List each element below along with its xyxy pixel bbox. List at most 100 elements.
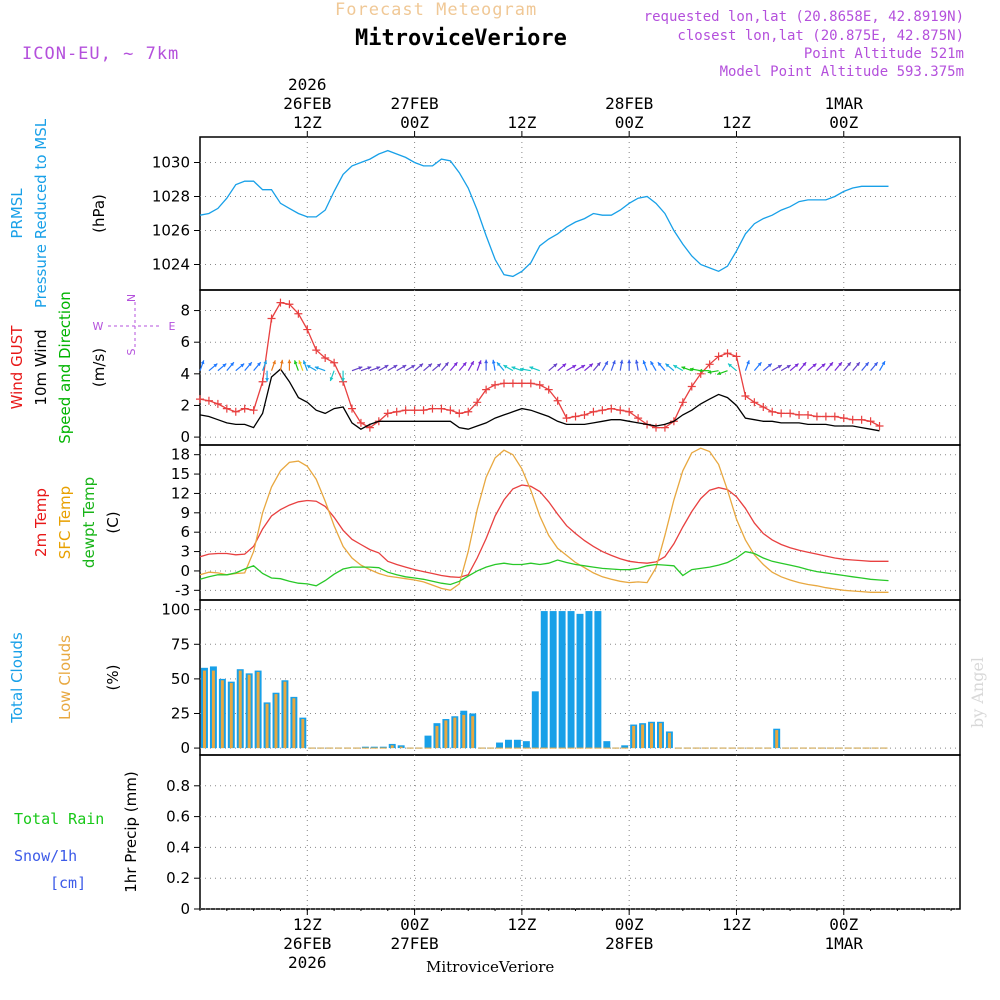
time-label-top: 12Z xyxy=(722,113,751,132)
y-tick-label: 0 xyxy=(180,428,190,446)
gust-marker xyxy=(652,423,660,432)
total-cloud-bar xyxy=(594,611,602,749)
wind-arrow-head xyxy=(717,371,722,376)
panel-clouds: 0 25 50 75 100 Total Clouds Low Clouds (%) xyxy=(8,599,961,757)
y-tick-label: 0 xyxy=(180,739,190,757)
gust-marker xyxy=(839,414,848,423)
wind-arrow-head xyxy=(588,363,593,368)
wind-arrow-head xyxy=(812,363,817,368)
wind-arrow-head xyxy=(519,367,524,372)
wind-arrow-head xyxy=(612,360,616,365)
low-cloud-bar xyxy=(775,730,779,749)
precip-axis-label: 1hr Precip (mm) xyxy=(122,771,140,892)
requested-coordinates: requested lon,lat (20.8658E, 42.8919N) xyxy=(643,9,964,25)
low-cloud-bar xyxy=(203,670,206,749)
wind-arrow-head xyxy=(470,361,474,366)
gust-marker xyxy=(258,377,267,386)
wind-arrow-head xyxy=(248,362,252,367)
gust-marker xyxy=(607,404,616,413)
wind-arrow-head xyxy=(314,366,319,370)
low-cloud-bar xyxy=(650,723,653,749)
y-tick-label: 75 xyxy=(171,635,190,653)
gust-marker xyxy=(741,391,750,400)
gust-marker xyxy=(875,422,884,431)
gust-marker xyxy=(768,407,777,416)
total-cloud-bar xyxy=(424,735,432,749)
low-cloud-bar xyxy=(667,732,671,749)
total-cloud-bar xyxy=(558,611,566,749)
time-label-top: 27FEB xyxy=(391,94,439,113)
wind-arrow-head xyxy=(881,361,886,366)
low-cloud-bar xyxy=(229,683,233,749)
time-label-bottom: 00Z xyxy=(829,915,858,934)
wind-arrow-head xyxy=(484,359,489,364)
wind-arrow-head xyxy=(428,363,432,368)
low-cloud-bar xyxy=(641,724,645,749)
gust-marker xyxy=(348,404,356,413)
wind-arrow-head xyxy=(673,365,678,369)
gust-marker xyxy=(723,349,732,358)
wind-arrow-head xyxy=(287,359,292,364)
compass-west: W xyxy=(93,320,104,333)
wind-arrow-head xyxy=(619,359,624,364)
time-label-bottom: 00Z xyxy=(615,915,644,934)
gust-marker xyxy=(517,379,526,388)
time-label-bottom: 12Z xyxy=(722,915,751,934)
gust-marker xyxy=(491,380,500,389)
gust-marker xyxy=(526,379,535,388)
wind-arrow-head xyxy=(767,363,772,368)
panel-precipitation: 0 0.2 0.4 0.6 0.8 Total Rain Snow/1h [cm] 1hr Pr… xyxy=(14,754,961,918)
compass-east: E xyxy=(169,320,176,333)
gust-marker xyxy=(508,379,517,388)
total-cloud-bar xyxy=(549,611,557,749)
wind-arrow-head xyxy=(444,362,449,367)
gust-marker xyxy=(553,396,562,405)
low-cloud-bar xyxy=(444,720,448,749)
gust-marker xyxy=(321,354,330,363)
gust-marker xyxy=(204,396,213,405)
gust-marker xyxy=(473,398,482,407)
time-label-top: 26FEB xyxy=(283,94,331,113)
axis-label-wind: Wind GUST xyxy=(8,325,26,410)
time-label-bottom: 12Z xyxy=(507,915,536,934)
y-tick-label: 100 xyxy=(161,601,190,619)
low-cloud-bar xyxy=(435,725,439,749)
total-cloud-bar xyxy=(513,739,521,749)
wind-arrow-head xyxy=(402,365,407,369)
y-tick-label: 1024 xyxy=(152,256,190,274)
wind-arrow-head xyxy=(873,362,878,367)
time-label-bottom: 1MAR xyxy=(824,934,863,953)
wind-arrow-head xyxy=(856,362,860,367)
panel-frame xyxy=(199,754,961,910)
wind-arrow-head xyxy=(794,363,799,368)
precip-label-snow: Snow/1h xyxy=(14,847,77,865)
gust-marker xyxy=(285,300,294,309)
model-label: ICON-EU, ~ 7km xyxy=(22,44,180,64)
closest-coordinates: closest lon,lat (20.875E, 42.875N) xyxy=(677,28,964,44)
y-tick-label: 0 xyxy=(180,562,190,580)
total-cloud-bar xyxy=(540,611,548,749)
axis-label-temperature: dewpt Temp xyxy=(80,477,98,568)
wind-arrow-head xyxy=(298,360,303,365)
series-line-wind-gust xyxy=(199,301,880,429)
time-label-top: 00Z xyxy=(829,113,858,132)
gust-marker xyxy=(634,414,643,423)
wind-arrow-head xyxy=(384,365,389,369)
gust-marker xyxy=(830,412,839,421)
gust-marker xyxy=(500,379,508,388)
gust-marker xyxy=(196,395,204,404)
compass-south: S xyxy=(125,348,138,355)
gust-marker xyxy=(750,398,759,407)
wind-arrow-head xyxy=(272,360,276,365)
time-label-bottom: 26FEB xyxy=(283,934,331,953)
gust-marker xyxy=(866,417,875,426)
author-credit: by Angel xyxy=(968,656,987,728)
gust-marker xyxy=(598,406,607,415)
time-label-top: 28FEB xyxy=(605,94,653,113)
total-cloud-bar xyxy=(522,741,530,749)
series-line-prmsl xyxy=(199,149,889,278)
time-label-top: 12Z xyxy=(293,113,322,132)
wind-arrow-head xyxy=(222,363,227,368)
total-cloud-bar xyxy=(496,742,503,749)
wind-arrow-head xyxy=(581,365,586,369)
